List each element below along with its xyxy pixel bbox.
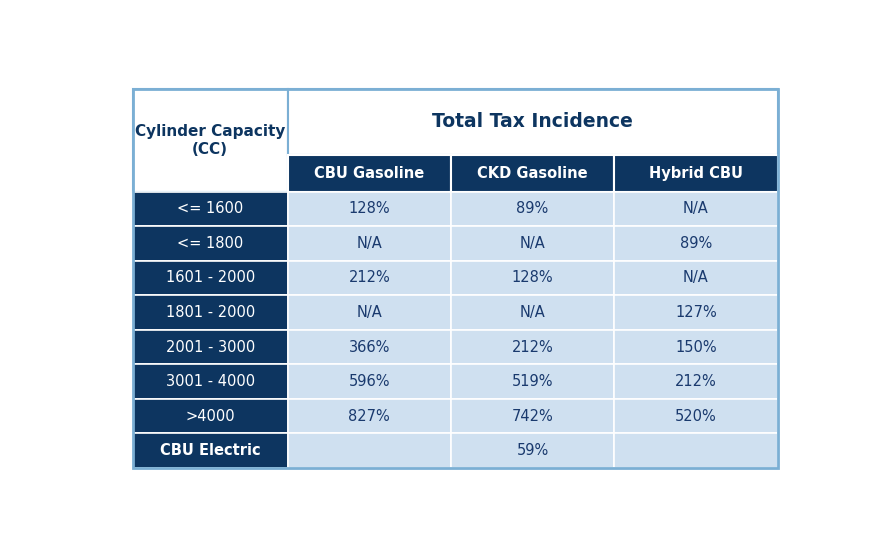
- Bar: [614, 364, 778, 399]
- Bar: [288, 226, 451, 261]
- Text: 89%: 89%: [679, 236, 712, 251]
- Text: >4000: >4000: [186, 409, 235, 424]
- Bar: [288, 364, 451, 399]
- Bar: [614, 155, 778, 191]
- Text: 212%: 212%: [511, 339, 553, 355]
- Text: Total Tax Incidence: Total Tax Incidence: [432, 112, 633, 131]
- Text: 127%: 127%: [675, 305, 717, 320]
- Bar: [132, 433, 288, 468]
- Text: 596%: 596%: [349, 374, 390, 389]
- Bar: [614, 226, 778, 261]
- Bar: [288, 155, 451, 191]
- Text: CKD Gasoline: CKD Gasoline: [477, 166, 588, 180]
- Text: 89%: 89%: [517, 201, 549, 216]
- Bar: [614, 191, 778, 226]
- Bar: [451, 364, 614, 399]
- Bar: [132, 191, 288, 226]
- Bar: [132, 330, 288, 364]
- Bar: [451, 191, 614, 226]
- Bar: [288, 261, 451, 295]
- Text: 3001 - 4000: 3001 - 4000: [166, 374, 255, 389]
- Bar: [288, 433, 451, 468]
- Bar: [614, 433, 778, 468]
- Text: Cylinder Capacity
(CC): Cylinder Capacity (CC): [135, 124, 285, 157]
- Text: N/A: N/A: [683, 271, 709, 285]
- Text: <= 1600: <= 1600: [177, 201, 243, 216]
- Bar: [132, 364, 288, 399]
- Text: 2001 - 3000: 2001 - 3000: [165, 339, 255, 355]
- Text: 366%: 366%: [349, 339, 390, 355]
- Bar: [451, 433, 614, 468]
- Text: 128%: 128%: [511, 271, 553, 285]
- Bar: [451, 295, 614, 329]
- Text: N/A: N/A: [683, 201, 709, 216]
- Bar: [132, 399, 288, 433]
- Bar: [132, 89, 288, 191]
- Bar: [132, 226, 288, 261]
- Text: N/A: N/A: [356, 236, 382, 251]
- Bar: [132, 295, 288, 329]
- Bar: [288, 330, 451, 364]
- Bar: [132, 261, 288, 295]
- Text: <= 1800: <= 1800: [177, 236, 243, 251]
- Bar: [614, 295, 778, 329]
- Text: CBU Gasoline: CBU Gasoline: [314, 166, 424, 180]
- Text: 212%: 212%: [348, 271, 390, 285]
- Bar: [451, 261, 614, 295]
- Text: N/A: N/A: [519, 236, 545, 251]
- Bar: [614, 261, 778, 295]
- Bar: [288, 295, 451, 329]
- Bar: [451, 226, 614, 261]
- Bar: [288, 399, 451, 433]
- Text: 827%: 827%: [348, 409, 390, 424]
- Text: Hybrid CBU: Hybrid CBU: [649, 166, 743, 180]
- Text: N/A: N/A: [356, 305, 382, 320]
- Bar: [614, 330, 778, 364]
- Text: 742%: 742%: [511, 409, 553, 424]
- Text: 1601 - 2000: 1601 - 2000: [165, 271, 255, 285]
- Bar: [451, 330, 614, 364]
- Text: 520%: 520%: [675, 409, 717, 424]
- Bar: [132, 89, 778, 468]
- Text: 59%: 59%: [517, 443, 549, 458]
- Text: 519%: 519%: [511, 374, 553, 389]
- Bar: [288, 191, 451, 226]
- Bar: [614, 399, 778, 433]
- Text: 150%: 150%: [675, 339, 717, 355]
- Text: N/A: N/A: [519, 305, 545, 320]
- Text: 128%: 128%: [348, 201, 390, 216]
- Bar: [288, 89, 778, 155]
- Bar: [451, 399, 614, 433]
- Text: 1801 - 2000: 1801 - 2000: [165, 305, 255, 320]
- Text: CBU Electric: CBU Electric: [160, 443, 260, 458]
- Text: 212%: 212%: [675, 374, 717, 389]
- Bar: [451, 155, 614, 191]
